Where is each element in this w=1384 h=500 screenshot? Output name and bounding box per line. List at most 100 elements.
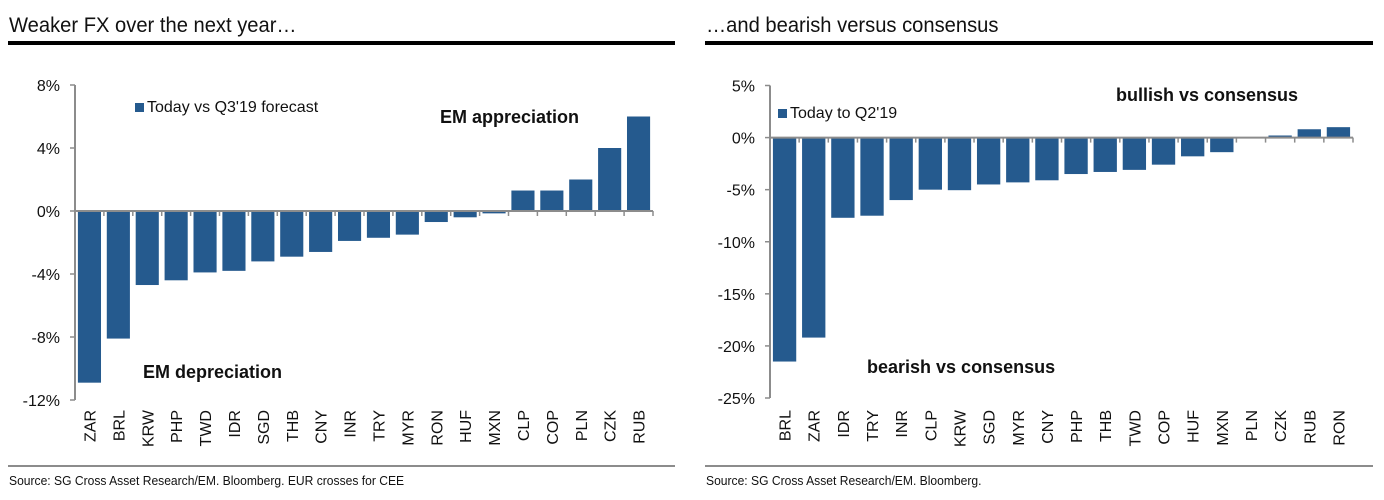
bar-myr — [1006, 137, 1030, 183]
left-bar-chart: 8% 4% 0% -4% -8% -12% ZAR BRL KRW PHP TWD IDR SGD THB… — [23, 78, 654, 447]
bar-krw — [947, 137, 972, 191]
bar-php — [164, 211, 188, 281]
x-tick-label: PLN — [1244, 410, 1261, 441]
legend-label: Today vs Q3'19 forecast — [147, 99, 319, 116]
bar-sgd — [251, 211, 275, 262]
bar-mxn — [1210, 137, 1234, 153]
bar-myr — [395, 211, 419, 235]
y-tick-label: 0% — [37, 204, 60, 221]
annotation-label: bearish vs consensus — [867, 357, 1055, 377]
annotation-label: bullish vs consensus — [1116, 85, 1298, 105]
y-tick-label: -5% — [727, 183, 755, 200]
bar-cny — [309, 211, 333, 252]
y-tick-label: -25% — [718, 391, 755, 408]
legend-label: Today to Q2'19 — [790, 105, 897, 122]
x-tick-label: ZAR — [807, 410, 824, 442]
y-tick-label: -10% — [718, 235, 755, 252]
y-tick-label: -4% — [32, 267, 60, 284]
annotation-label: EM depreciation — [143, 362, 282, 382]
x-tick-label: RUB — [1302, 410, 1319, 444]
legend-swatch — [135, 103, 144, 112]
x-tick-label: KRW — [952, 409, 969, 447]
x-tick-label: COP — [545, 410, 562, 445]
x-tick-label: CLP — [923, 410, 940, 441]
right-title-rule — [705, 41, 1373, 45]
bar-thb — [1093, 137, 1117, 172]
x-tick-label: SGD — [982, 410, 999, 445]
bar-idr — [222, 211, 246, 271]
bar-clp — [918, 137, 942, 190]
x-tick-label: INR — [343, 410, 360, 438]
x-tick-label: PHP — [1069, 410, 1086, 443]
x-tick-label: IDR — [836, 410, 853, 438]
bar-czk — [598, 148, 622, 211]
bar-twd — [193, 211, 217, 273]
x-tick-label: CNY — [1040, 410, 1057, 444]
x-tick-label: KRW — [140, 409, 157, 447]
x-tick-label: THB — [285, 410, 302, 442]
x-tick-label: TRY — [865, 410, 882, 442]
bar-pln — [569, 179, 593, 211]
x-tick-label: MXN — [1215, 410, 1232, 446]
bar-inr — [889, 137, 913, 201]
bar-cny — [1035, 137, 1059, 181]
bar-clp — [511, 190, 535, 211]
bar-brl — [772, 137, 797, 362]
y-tick-label: -12% — [23, 393, 60, 410]
x-tick-label: MXN — [487, 410, 504, 446]
x-tick-label: CLP — [516, 410, 533, 441]
x-tick-label: PHP — [169, 410, 186, 443]
bar-brl — [106, 211, 130, 339]
x-tick-label: BRL — [111, 410, 128, 441]
x-tick-label: COP — [1157, 410, 1174, 445]
bar-huf — [1181, 137, 1205, 157]
annotation-label: EM appreciation — [440, 107, 579, 127]
right-source-rule — [705, 465, 1373, 467]
x-tick-label: TRY — [371, 410, 388, 442]
bar-rub — [626, 116, 651, 211]
x-tick-label: TWD — [1127, 410, 1144, 446]
y-tick-label: 0% — [732, 131, 755, 148]
y-tick-label: 4% — [37, 141, 60, 158]
x-tick-label: THB — [1098, 410, 1115, 442]
x-tick-label: SGD — [256, 410, 273, 445]
bar-czk — [1268, 135, 1292, 138]
x-tick-label: TWD — [198, 410, 215, 446]
bar-twd — [1122, 137, 1147, 170]
bar-cop — [1151, 137, 1176, 165]
right-bar-chart: 5% 0% -5% -10% -15% -20% -25% BRL ZAR IDR TRY INR CL… — [718, 79, 1354, 447]
x-tick-label: RON — [429, 410, 446, 446]
x-tick-label: INR — [894, 410, 911, 438]
left-chart-title: Weaker FX over the next year… — [9, 14, 297, 37]
x-tick-label: CZK — [603, 410, 620, 442]
x-tick-label: CZK — [1273, 410, 1290, 442]
bar-try — [860, 137, 884, 216]
right-chart-title: …and bearish versus consensus — [706, 14, 999, 37]
bar-php — [1064, 137, 1088, 175]
y-tick-label: 5% — [732, 79, 755, 96]
y-tick-label: -15% — [718, 287, 755, 304]
x-tick-label: ZAR — [82, 410, 99, 442]
left-title-rule — [8, 41, 675, 45]
bar-try — [366, 211, 391, 238]
x-tick-label: MYR — [1011, 410, 1028, 446]
bar-krw — [135, 211, 159, 286]
bar-zar — [77, 211, 102, 383]
right-source-note: Source: SG Cross Asset Research/EM. Bloo… — [706, 473, 982, 488]
y-tick-label: 8% — [37, 78, 60, 95]
bar-rub — [1297, 129, 1321, 138]
bar-huf — [453, 211, 477, 218]
bar-sgd — [976, 137, 1001, 185]
left-source-note: Source: SG Cross Asset Research/EM. Bloo… — [9, 473, 405, 488]
x-tick-label: MYR — [400, 410, 417, 446]
x-tick-label: PLN — [574, 410, 591, 441]
x-tick-label: HUF — [458, 410, 475, 443]
bar-thb — [280, 211, 304, 257]
legend-swatch — [778, 109, 787, 118]
x-tick-label: RUB — [632, 410, 649, 444]
x-tick-label: RON — [1331, 410, 1348, 446]
bar-ron — [424, 211, 448, 223]
x-tick-label: HUF — [1186, 410, 1203, 443]
bar-zar — [802, 137, 826, 338]
bar-idr — [831, 137, 855, 218]
